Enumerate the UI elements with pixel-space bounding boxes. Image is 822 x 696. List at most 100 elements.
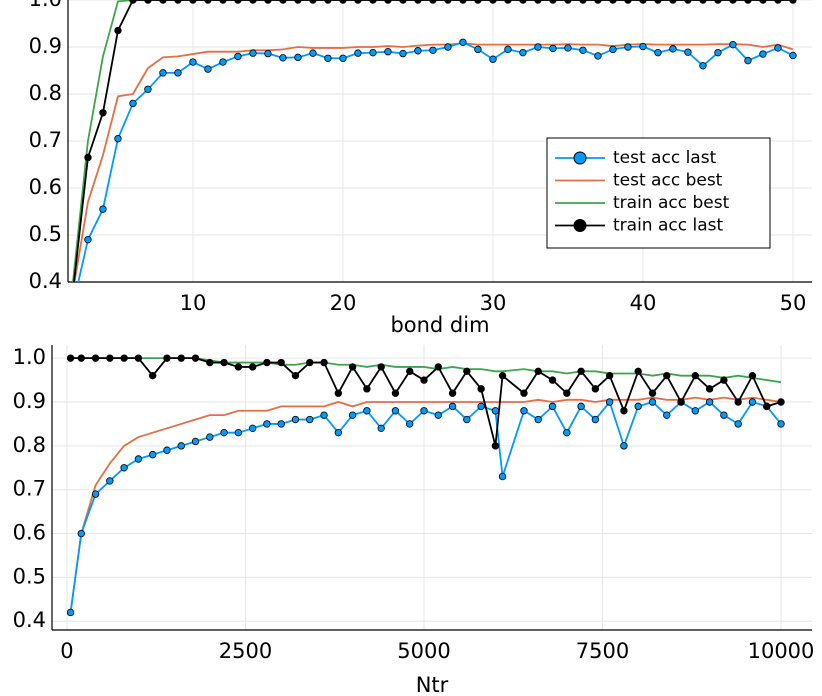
point [789,51,797,60]
point [66,608,75,617]
point [684,48,692,56]
point [177,354,185,362]
point [320,411,328,419]
point [159,69,167,77]
legend-label: test acc last [613,148,717,168]
point [220,358,228,367]
point [264,0,272,4]
point [534,43,542,51]
point [463,367,471,376]
point [459,38,467,46]
point [384,0,392,4]
point [648,398,657,406]
point [420,407,428,415]
point [204,0,212,4]
point [654,0,662,4]
point [91,490,100,498]
y-tick-label: 0.8 [13,433,46,457]
legend-marker [573,151,587,165]
point [339,0,347,4]
point [448,389,457,397]
point [579,0,587,4]
point [204,65,212,73]
point [294,53,302,62]
point [339,54,347,62]
point [669,0,677,4]
point [306,358,314,367]
point [609,45,617,54]
point [114,134,122,143]
point [120,354,128,362]
point [759,50,767,58]
point [579,46,587,54]
y-tick-label: 0.7 [13,477,46,501]
point [744,56,752,65]
point [414,47,422,55]
point [648,389,657,397]
point [106,354,114,362]
point [489,55,497,63]
point [248,363,257,371]
point [177,442,185,450]
x-tick-label: 10000 [748,639,815,663]
point [444,43,452,51]
point [249,49,257,57]
point [234,428,243,437]
x-tick-label: 5000 [397,639,450,663]
point [564,0,572,4]
point [705,385,714,393]
point [605,398,614,406]
point [144,85,152,93]
point [348,411,357,419]
point [474,45,482,54]
point [549,44,557,53]
point [777,398,785,406]
point [519,48,527,57]
point [714,0,722,4]
y-tick-label: 1.0 [13,345,46,369]
point [219,58,227,66]
y-tick-label: 0.4 [13,608,46,632]
point [705,398,714,406]
point [294,0,302,4]
point [377,363,385,371]
point [191,354,200,362]
point [66,354,75,362]
point [264,49,272,58]
plot-area [70,0,797,295]
point [277,358,285,367]
point [504,0,512,4]
x-tick-label: 40 [630,291,657,315]
point [84,153,92,162]
point [549,0,557,4]
point [634,402,642,411]
point [91,354,100,362]
x-tick-label: 10 [180,291,207,315]
point [249,0,257,4]
point [477,402,485,411]
point [277,420,285,428]
point [520,407,528,415]
point [391,389,400,397]
x-tick-label: 20 [330,291,357,315]
point [564,44,572,52]
point [463,415,471,424]
y-tick-label: 0.6 [13,521,46,545]
x-tick-label: 7500 [576,639,629,663]
point [234,363,243,371]
point [84,235,92,244]
point [748,398,757,406]
y-tick-label: 0.5 [29,222,62,246]
point [369,0,377,4]
point [744,0,752,4]
y-tick-label: 0.9 [13,389,46,413]
point [605,371,614,380]
point [774,44,782,52]
point [777,420,785,428]
point [504,45,512,54]
point [70,288,77,295]
point [306,415,314,424]
point [563,389,571,397]
